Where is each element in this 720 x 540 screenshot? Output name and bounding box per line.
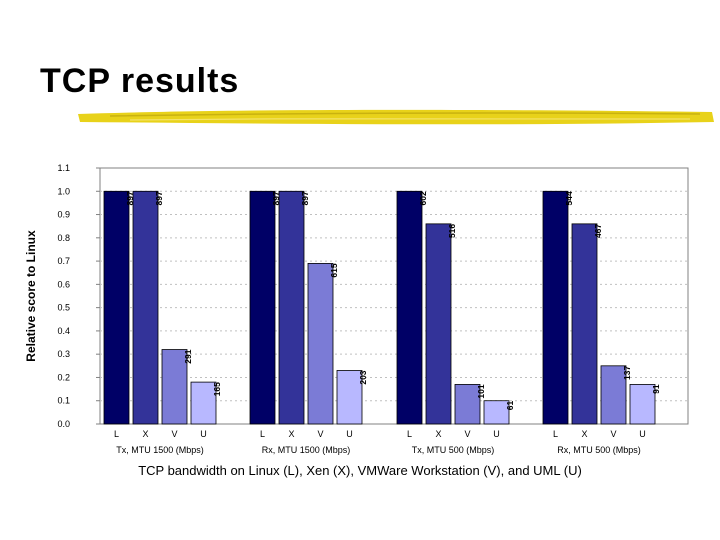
- y-tick-label: 0.9: [57, 210, 70, 220]
- y-tick-label: 0.4: [57, 326, 70, 336]
- y-tick-label: 0.7: [57, 256, 70, 266]
- group-label: Rx, MTU 500 (Mbps): [557, 445, 641, 455]
- data-label: 137: [622, 366, 632, 380]
- bar-L: [396, 190, 423, 425]
- bar-X: [278, 190, 305, 425]
- bar-category-label: U: [200, 429, 207, 439]
- chart-caption: TCP bandwidth on Linux (L), Xen (X), VMW…: [138, 463, 582, 478]
- data-label: 101: [476, 384, 486, 398]
- bar-category-label: U: [346, 429, 353, 439]
- bar-L: [249, 190, 276, 425]
- bar-category-label: L: [114, 429, 119, 439]
- bar-U: [190, 381, 217, 425]
- data-label: 203: [358, 370, 368, 384]
- data-label: 544: [564, 191, 574, 205]
- data-label: 291: [183, 349, 193, 363]
- bar-X: [425, 223, 452, 425]
- data-label: 61: [505, 400, 515, 410]
- bar-V: [454, 384, 481, 425]
- data-label: 897: [300, 191, 310, 205]
- bar-category-label: X: [142, 429, 148, 439]
- group-label: Tx, MTU 500 (Mbps): [412, 445, 495, 455]
- y-tick-label: 0.6: [57, 279, 70, 289]
- data-label: 897: [271, 191, 281, 205]
- bar-X: [571, 223, 598, 425]
- y-axis-label: Relative score to Linux: [24, 230, 38, 362]
- bar-category-label: U: [639, 429, 646, 439]
- y-tick-label: 0.0: [57, 419, 70, 429]
- bar-X: [132, 190, 159, 425]
- bar-category-label: U: [493, 429, 500, 439]
- bar-U: [336, 370, 363, 425]
- group-label: Tx, MTU 1500 (Mbps): [116, 445, 204, 455]
- y-tick-label: 0.2: [57, 372, 70, 382]
- y-tick-label: 0.5: [57, 303, 70, 313]
- group-label: Rx, MTU 1500 (Mbps): [262, 445, 351, 455]
- y-tick-label: 1.0: [57, 186, 70, 196]
- data-label: 897: [154, 191, 164, 205]
- data-label: 516: [447, 224, 457, 238]
- bar-category-label: V: [171, 429, 177, 439]
- bar-category-label: V: [464, 429, 470, 439]
- data-label: 467: [593, 224, 603, 238]
- bar-category-label: L: [553, 429, 558, 439]
- bar-U: [483, 400, 510, 425]
- y-tick-label: 0.8: [57, 233, 70, 243]
- bar-V: [307, 263, 334, 425]
- y-tick-label: 0.1: [57, 396, 70, 406]
- data-label: 165: [212, 382, 222, 396]
- bar-category-label: X: [435, 429, 441, 439]
- data-label: 897: [125, 191, 135, 205]
- slide-title: TCP results: [40, 62, 240, 100]
- bar-category-label: X: [581, 429, 587, 439]
- y-tick-label: 0.3: [57, 349, 70, 359]
- bar-U: [629, 384, 656, 425]
- bar-category-label: X: [288, 429, 294, 439]
- bar-L: [103, 190, 130, 425]
- plot-area: [99, 167, 689, 425]
- bar-L: [542, 190, 569, 425]
- bar-category-label: V: [317, 429, 323, 439]
- data-label: 602: [418, 191, 428, 205]
- bar-category-label: L: [407, 429, 412, 439]
- bar-V: [600, 365, 627, 425]
- y-tick-label: 1.1: [57, 163, 70, 173]
- bar-V: [161, 349, 188, 425]
- bar-category-label: V: [610, 429, 616, 439]
- data-label: 91: [651, 384, 661, 394]
- data-label: 615: [329, 263, 339, 277]
- bar-category-label: L: [260, 429, 265, 439]
